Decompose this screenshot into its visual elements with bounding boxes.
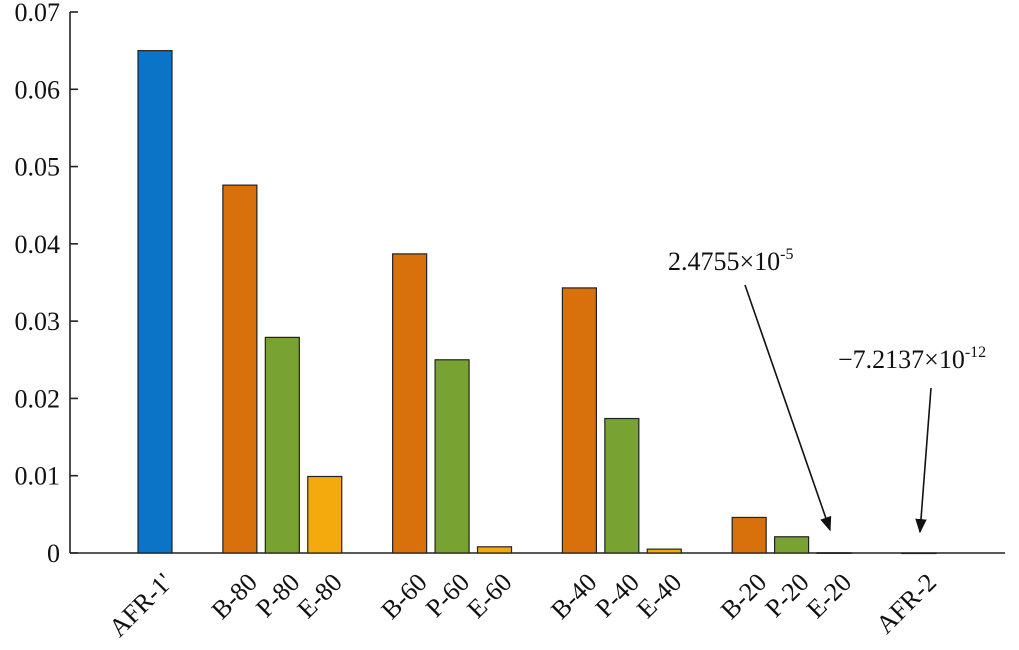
x-tick-label: AFR-2	[870, 568, 942, 640]
bar	[604, 417, 640, 554]
x-tick-label: E-20	[801, 568, 857, 624]
x-tick-label: P-80	[250, 568, 305, 623]
bar	[222, 184, 258, 554]
annotation-exponent: -5	[780, 246, 793, 263]
y-tick-label: 0.07	[15, 0, 61, 27]
bar	[731, 516, 767, 554]
annotation: −7.2137×10-12	[838, 344, 986, 374]
y-tick-label: 0.05	[15, 153, 61, 182]
bar	[307, 475, 343, 554]
bar	[264, 336, 300, 554]
y-tick-label: 0.03	[15, 307, 61, 336]
annotation: 2.4755×10-5	[668, 246, 794, 276]
x-tick-label: B-20	[715, 568, 772, 625]
annotation-arrow	[744, 284, 832, 532]
bar	[392, 253, 428, 554]
bar	[561, 287, 598, 554]
bar	[646, 548, 682, 554]
x-tick-label: E-40	[631, 568, 687, 624]
x-tick-label: AFR-1'	[103, 568, 178, 643]
x-tick-label: P-20	[759, 568, 814, 623]
bar	[816, 552, 852, 554]
y-tick-label: 0.06	[15, 75, 61, 104]
annotation-text: 2.4755×10	[668, 247, 780, 276]
annotation-exponent: -12	[965, 344, 986, 361]
x-tick-label: B-60	[375, 568, 432, 625]
bar	[773, 536, 810, 554]
bar	[434, 359, 470, 554]
annotation-text: −7.2137×10	[838, 345, 965, 374]
bar	[476, 546, 513, 554]
x-tick-label: E-80	[292, 568, 348, 624]
y-tick-label: 0.01	[15, 462, 61, 491]
y-tick-label: 0.04	[15, 230, 61, 259]
bar	[901, 552, 937, 555]
x-tick-label: P-40	[590, 568, 645, 623]
x-tick-label: B-40	[545, 568, 602, 625]
annotation-arrow	[915, 387, 932, 534]
y-tick-label: 0	[47, 539, 60, 568]
x-tick-label: E-60	[461, 568, 517, 624]
x-tick-label: P-60	[420, 568, 475, 623]
x-tick-label: B-80	[206, 568, 263, 625]
bar	[137, 50, 173, 554]
y-tick-label: 0.02	[15, 384, 61, 413]
